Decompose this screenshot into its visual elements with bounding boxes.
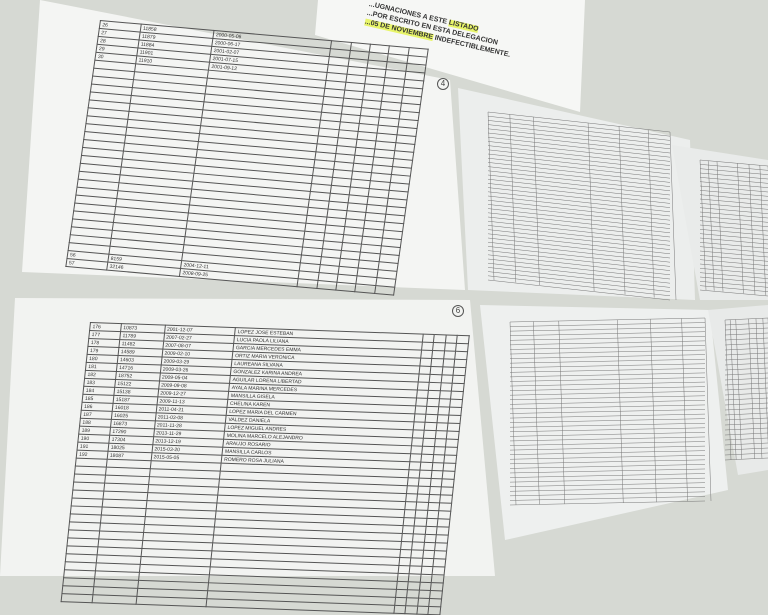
table-cell [91,594,137,605]
table-cell [316,280,337,291]
table-cell [335,282,357,292]
table-cell [416,606,430,615]
table-cell [428,606,441,615]
page-number: 4 [437,78,449,90]
roster-table-top-left: 26 11858 2000-05-06 27 11879 2000-06-17 28 11… [65,20,429,296]
table-cell [135,596,208,607]
table-cell [405,605,418,615]
table-cell [297,278,318,289]
sheet-top-left [22,0,465,290]
table-cell [374,285,395,296]
wall-photo [0,0,768,576]
table-cell [393,605,407,614]
table-cell [61,593,93,603]
faint-table-lines [487,111,768,506]
page-number: 6 [452,305,464,317]
sheet-bottom-right [708,305,768,475]
roster-table-bottom-left: 176 10873 2001-12-07 LOPEZ JOSE ESTEBAN 177… [61,322,470,615]
table-cell [355,283,376,294]
sheet-bottom-left [0,298,495,576]
